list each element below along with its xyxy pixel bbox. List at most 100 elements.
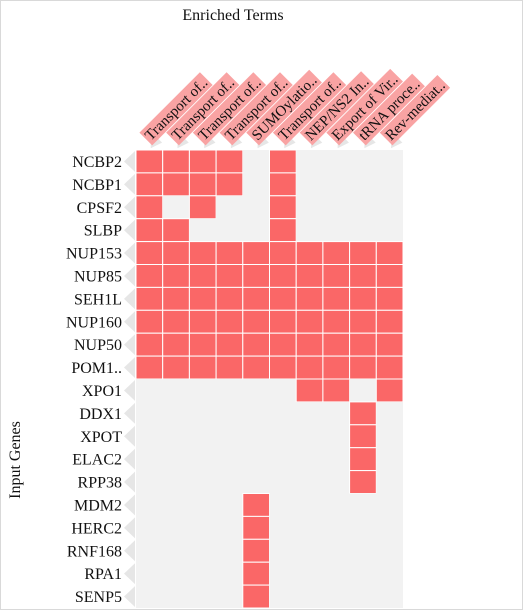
heatmap-cell-absent	[136, 562, 163, 586]
heatmap-cell-absent	[162, 493, 190, 517]
heatmap-cell-absent	[189, 562, 217, 586]
row-label: XPO1	[82, 383, 122, 400]
heatmap-cell-present	[188, 264, 217, 288]
heatmap-cell-absent	[242, 218, 270, 242]
heatmap-cell-present	[242, 309, 271, 334]
heatmap-cell-present	[349, 309, 377, 334]
heatmap-cell-present	[322, 355, 351, 380]
heatmap-cell-absent	[296, 401, 323, 425]
heatmap-cell-absent	[136, 379, 163, 402]
column-label-bg	[166, 72, 240, 146]
heatmap-cell-present	[215, 355, 244, 380]
heatmap-cell-present	[375, 241, 404, 266]
heatmap-cell-present	[295, 355, 324, 380]
heatmap-cell-absent	[136, 424, 163, 448]
heatmap-cell-absent	[162, 447, 190, 471]
heatmap-cell-absent	[349, 493, 377, 517]
heatmap-cell-absent	[162, 585, 190, 608]
heatmap-cell-absent	[189, 401, 217, 425]
heatmap-cell-present	[242, 538, 271, 563]
heatmap-cell-absent	[349, 562, 377, 586]
heatmap-cell-absent	[242, 424, 270, 448]
heatmap-cell-present	[188, 241, 217, 266]
heatmap-cell-absent	[242, 195, 270, 219]
row-label: NUP85	[74, 268, 122, 285]
heatmap-cell-present	[135, 172, 164, 197]
heatmap-cell-absent	[269, 401, 297, 425]
heatmap-cell-present	[242, 493, 271, 517]
heatmap-cell-absent	[189, 516, 217, 540]
heatmap-cell-present	[188, 355, 217, 380]
heatmap-cell-present	[269, 355, 297, 380]
heatmap-cell-absent	[296, 493, 323, 517]
heatmap-cell-absent	[349, 516, 377, 540]
heatmap-cell-present	[269, 218, 297, 243]
heatmap-cell-absent	[216, 562, 243, 586]
heatmap-cell-absent	[322, 562, 350, 586]
heatmap-cell-absent	[216, 401, 243, 425]
heatmap-cell-absent	[189, 424, 217, 448]
heatmap-cell-present	[322, 241, 351, 266]
column-labels: Transport of..Transport of..Transport of…	[139, 68, 451, 149]
heatmap-cell-absent	[189, 539, 217, 563]
heatmap-cell-absent	[242, 379, 270, 402]
heatmap-cell-present	[375, 378, 404, 403]
heatmap-cell-absent	[216, 470, 243, 494]
heatmap-cell-absent	[376, 424, 403, 448]
heatmap-cell-present	[215, 149, 244, 174]
row-label: XPOT	[80, 429, 122, 446]
heatmap-cell-present	[135, 286, 164, 311]
heatmap-cell-present	[349, 286, 377, 311]
heatmap-cell-absent	[376, 218, 403, 242]
heatmap-cell-absent	[216, 195, 243, 219]
heatmap-cell-present	[295, 286, 324, 311]
heatmap-cell-present	[188, 172, 217, 197]
heatmap-cell-absent	[216, 516, 243, 540]
heatmap-cell-present	[135, 264, 164, 288]
heatmap-cell-absent	[269, 562, 297, 586]
column-label-bg	[219, 72, 293, 146]
heatmap-cell-present	[269, 286, 297, 311]
heatmap-cell-absent	[296, 172, 323, 196]
heatmap-cell-present	[215, 264, 244, 288]
row-label: MDM2	[74, 497, 122, 514]
heatmap-cell-present	[162, 218, 190, 243]
row-label-tab	[124, 448, 135, 470]
row-label-tab	[124, 173, 135, 195]
heatmap-cell-present	[242, 584, 271, 609]
heatmap-cell-absent	[322, 195, 350, 219]
column-label-bg	[272, 72, 347, 146]
heatmap-cell-absent	[322, 150, 350, 173]
row-label-tab	[124, 494, 135, 516]
heatmap-cell-present	[295, 332, 324, 357]
heatmap-cell-absent	[136, 493, 163, 517]
heatmap-cell-present	[162, 286, 190, 311]
heatmap-cell-present	[349, 355, 377, 380]
column-label-bg	[299, 71, 374, 146]
heatmap-cell-present	[349, 424, 377, 449]
heatmap-cell-absent	[216, 493, 243, 517]
heatmap-cell-absent	[162, 516, 190, 540]
heatmap-cell-present	[188, 332, 217, 357]
heatmap-cell-present	[242, 264, 271, 288]
heatmap-cell-present	[375, 355, 404, 380]
heatmap-cell-present	[242, 355, 271, 380]
heatmap-cell-present	[215, 172, 244, 197]
heatmap-cell-absent	[296, 470, 323, 494]
column-label-bg	[353, 73, 425, 146]
heatmap-cell-absent	[242, 470, 270, 494]
heatmap-cell-absent	[376, 172, 403, 196]
heatmap-cell-present	[242, 515, 271, 540]
heatmap-cell-absent	[322, 585, 350, 608]
heatmap-cell-absent	[242, 447, 270, 471]
heatmap-cell-absent	[189, 585, 217, 608]
heatmap-cell-present	[269, 149, 297, 174]
heatmap-cell-absent	[296, 150, 323, 173]
heatmap-cell-absent	[376, 401, 403, 425]
row-label-tab	[124, 265, 135, 287]
heatmap-cell-present	[322, 286, 351, 311]
heatmap-cell-present	[188, 149, 217, 174]
heatmap-cell-present	[188, 286, 217, 311]
heatmap-cell-absent	[242, 150, 270, 173]
